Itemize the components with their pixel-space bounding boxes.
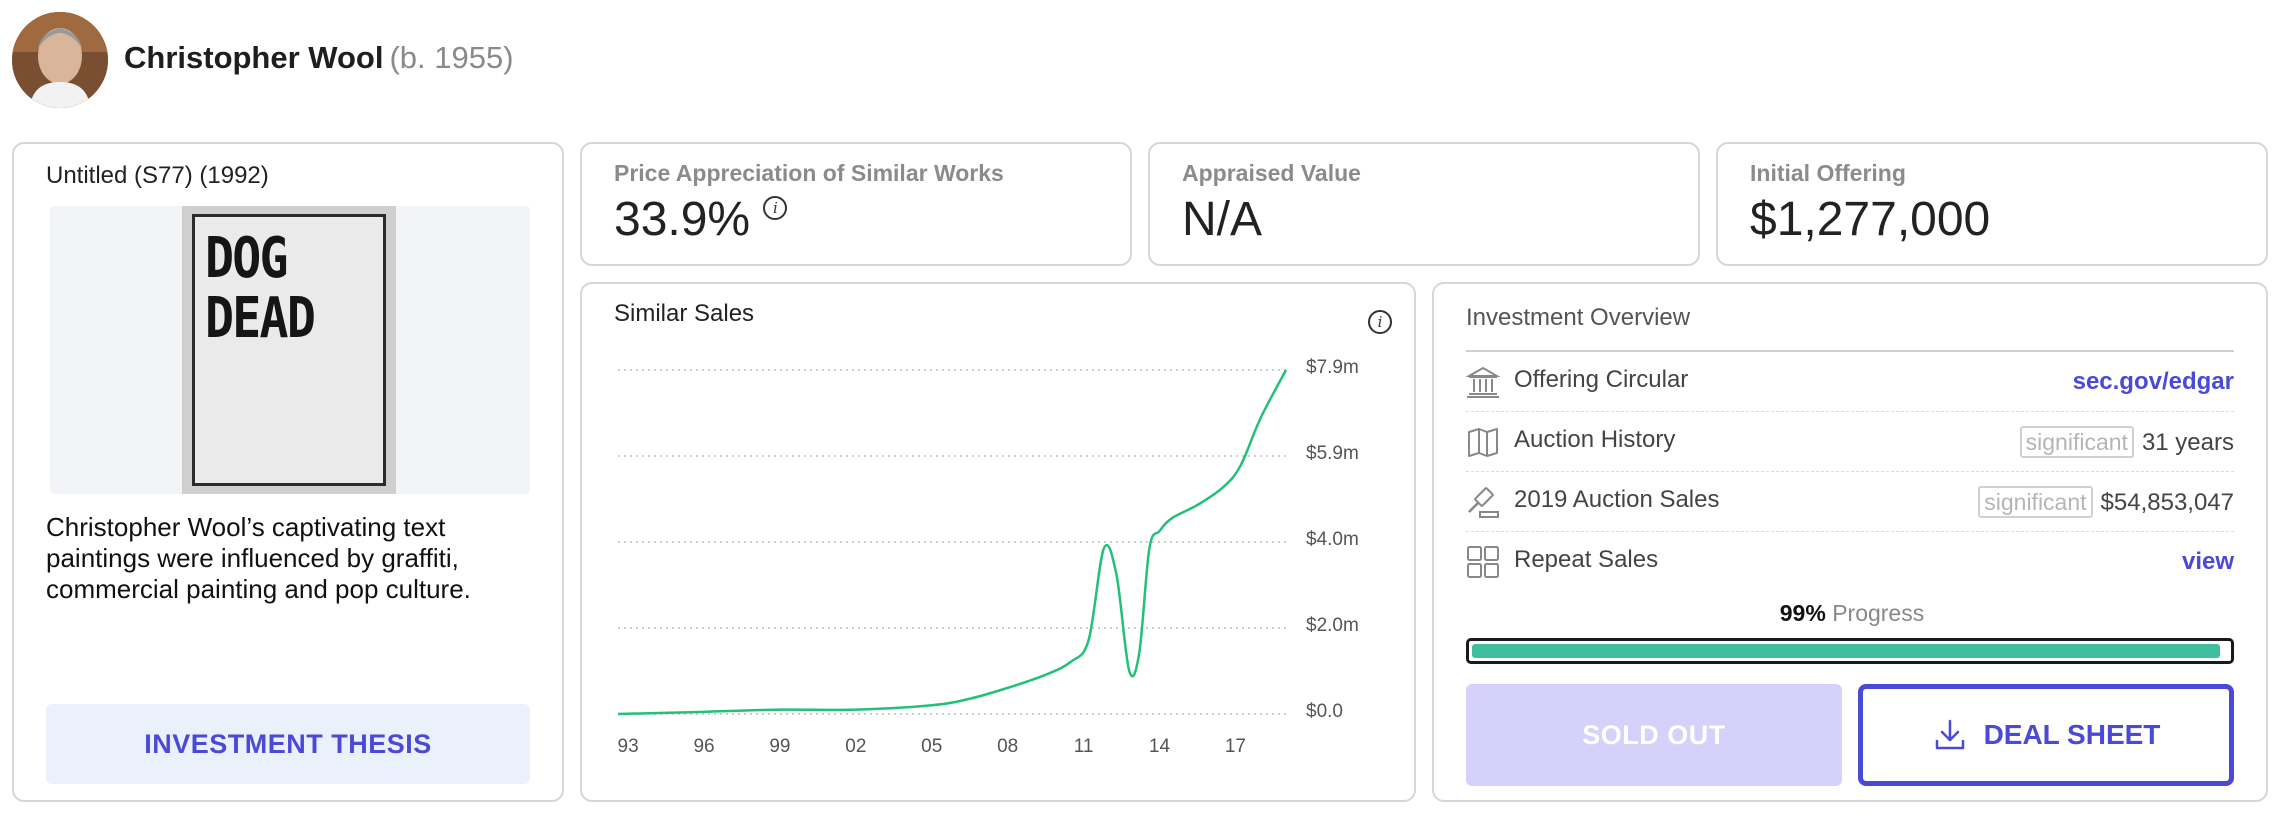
sold-out-button: SOLD OUT bbox=[1466, 684, 1842, 786]
auction-sales-value-group: significant $54,853,047 bbox=[1978, 486, 2234, 518]
info-icon[interactable]: i bbox=[763, 196, 788, 220]
y-tick-label: $4.0m bbox=[1306, 529, 1359, 550]
x-tick-label: 99 bbox=[769, 736, 791, 757]
repeat-sales-view-link[interactable]: view bbox=[2181, 548, 2234, 575]
artist-photo bbox=[12, 12, 108, 108]
deal-sheet-label: DEAL SHEET bbox=[1983, 719, 2161, 750]
x-tick-label: 14 bbox=[1148, 736, 1171, 757]
artwork-image: DOG DEAD bbox=[182, 206, 396, 494]
similar-sales-line bbox=[617, 369, 1288, 716]
bank-icon bbox=[1466, 366, 1500, 398]
appraised-value-card: Appraised Value N/A bbox=[1148, 142, 1700, 266]
book-icon bbox=[1468, 428, 1498, 457]
similar-sales-chart bbox=[617, 369, 1288, 716]
chart-title: Similar Sales bbox=[614, 300, 755, 327]
auction-history-label: Auction History bbox=[1514, 426, 1676, 453]
progress-percent: 99% bbox=[1779, 600, 1826, 626]
initial-offering-value: $1,277,000 bbox=[1750, 193, 1991, 246]
repeat-sales-label: Repeat Sales bbox=[1514, 546, 1659, 573]
offering-circular-row: Offering Circular sec.gov/edgar bbox=[1466, 352, 2234, 412]
artist-birth-year: (b. 1955) bbox=[389, 40, 514, 75]
x-tick-label: 17 bbox=[1224, 736, 1246, 757]
initial-offering-label: Initial Offering bbox=[1750, 160, 1906, 186]
offering-circular-label: Offering Circular bbox=[1514, 366, 1689, 393]
investment-overview-card: Investment Overview Offering Circular se… bbox=[1432, 282, 2268, 802]
auction-history-row: Auction History significant 31 years bbox=[1466, 412, 2234, 472]
auction-sales-label: 2019 Auction Sales bbox=[1514, 486, 1720, 513]
x-tick-label: 93 bbox=[617, 736, 639, 757]
x-tick-label: 11 bbox=[1073, 736, 1094, 757]
price-appreciation-label: Price Appreciation of Similar Works bbox=[614, 160, 1004, 186]
deal-sheet-button[interactable]: DEAL SHEET bbox=[1858, 684, 2234, 786]
progress-bar bbox=[1466, 638, 2234, 664]
gavel-icon bbox=[1468, 487, 1499, 518]
info-icon[interactable]: i bbox=[1368, 310, 1392, 334]
x-tick-label: 02 bbox=[845, 736, 867, 757]
appraised-value-value: N/A bbox=[1182, 193, 1263, 246]
significant-badge: significant bbox=[2019, 426, 2134, 458]
auction-history-value-group: significant 31 years bbox=[2019, 426, 2234, 458]
similar-sales-card: Similar Sales i $7.9m $5.9m $4.0m $2.0m $0.0… bbox=[580, 282, 1416, 802]
x-tick-label: 05 bbox=[921, 736, 943, 757]
investment-thesis-button[interactable]: INVESTMENT THESIS bbox=[46, 704, 530, 784]
price-appreciation-number: 33.9% bbox=[614, 193, 751, 246]
progress-text: Progress bbox=[1832, 600, 1925, 626]
y-tick-label: $7.9m bbox=[1306, 357, 1359, 378]
artwork-card: Untitled (S77) (1992) DOG DEAD Christoph… bbox=[12, 142, 564, 802]
x-tick-label: 96 bbox=[693, 736, 715, 757]
painting-text-line-1: DOG bbox=[205, 226, 289, 291]
appraised-value-label: Appraised Value bbox=[1182, 160, 1361, 186]
y-tick-label: $0.0 bbox=[1306, 701, 1343, 722]
y-tick-label: $2.0m bbox=[1306, 615, 1359, 636]
download-icon bbox=[1935, 719, 1964, 750]
price-appreciation-card: Price Appreciation of Similar Works 33.9… bbox=[580, 142, 1132, 266]
artwork-description: Christopher Wool’s captivating text pain… bbox=[46, 512, 471, 604]
investment-overview-title: Investment Overview bbox=[1466, 304, 1691, 331]
painting-canvas: DOG DEAD bbox=[192, 214, 386, 486]
auction-history-value: 31 years bbox=[2141, 429, 2234, 456]
progress-label: 99% Progress bbox=[1434, 600, 2270, 627]
y-tick-label: $5.9m bbox=[1306, 443, 1359, 464]
significant-badge: significant bbox=[1978, 486, 2093, 518]
initial-offering-card: Initial Offering $1,277,000 bbox=[1716, 142, 2268, 266]
artwork-image-frame: DOG DEAD bbox=[50, 206, 530, 494]
artist-heading: Christopher Wool (b. 1955) bbox=[124, 40, 514, 76]
price-appreciation-value: 33.9% i bbox=[614, 192, 788, 247]
painting-text-line-2: DEAD bbox=[205, 286, 316, 351]
auction-sales-row: 2019 Auction Sales significant $54,853,04… bbox=[1466, 472, 2234, 532]
artist-name: Christopher Wool bbox=[124, 40, 384, 75]
repeat-sales-row: Repeat Sales view bbox=[1466, 532, 2234, 592]
sec-edgar-link[interactable]: sec.gov/edgar bbox=[2072, 368, 2234, 395]
divider bbox=[1466, 350, 2234, 352]
x-tick-label: 08 bbox=[997, 736, 1019, 757]
progress-bar-fill bbox=[1472, 644, 2221, 658]
artwork-title: Untitled (S77) (1992) bbox=[46, 162, 269, 189]
grid-icon bbox=[1467, 546, 1499, 578]
artist-avatar bbox=[12, 12, 108, 108]
painting-text: DOG DEAD bbox=[205, 226, 316, 351]
auction-sales-value: $54,853,047 bbox=[2100, 489, 2234, 516]
